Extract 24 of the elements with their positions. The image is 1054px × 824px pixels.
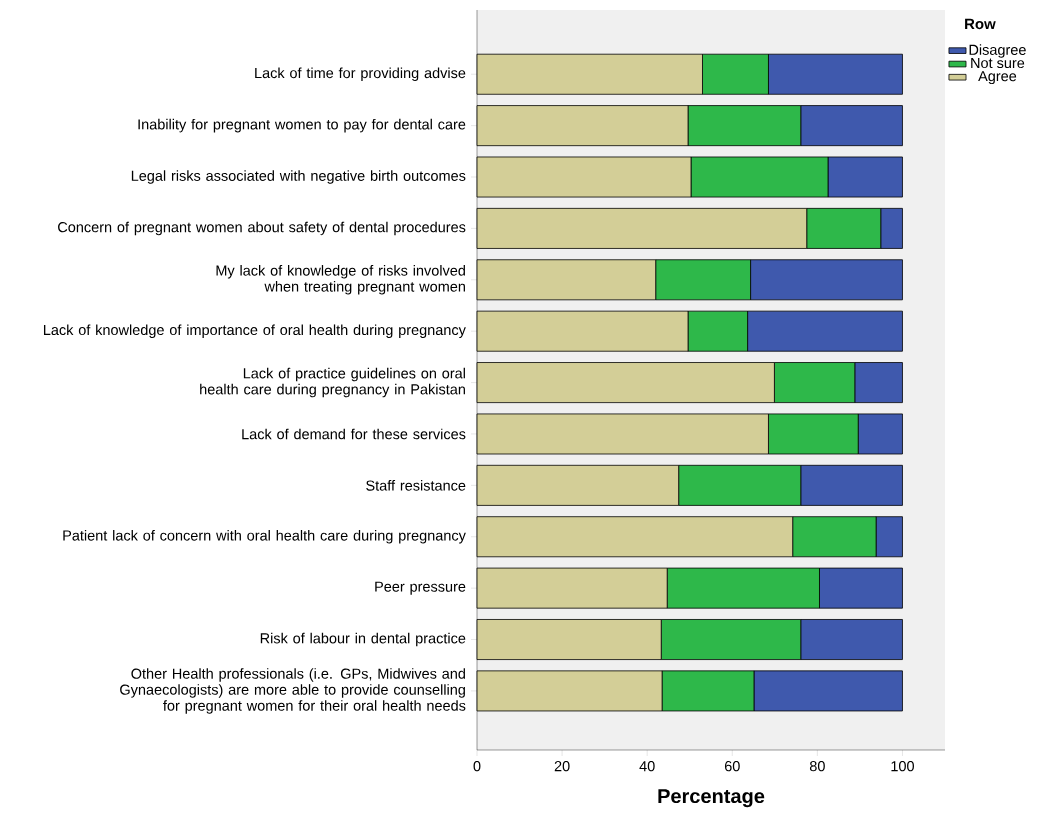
y-tick-label: Staff resistance [366, 480, 466, 491]
legend-label: Agree [978, 71, 1017, 85]
x-tick-label: 20 [554, 761, 570, 772]
y-tick-label: Other Health professionals (i.e. GPs, Midwives and Gynaecologists) are more able to provide counselling for pregnant women for their oral health needs [120, 668, 466, 714]
x-tick-label: 0 [473, 761, 481, 772]
legend-label: Not sure [971, 57, 1025, 69]
y-tick-label: Lack of practice guidelines on oral health care during pregnancy in Pakistan [200, 367, 465, 398]
x-tick-label: 40 [639, 761, 655, 772]
y-tick-label: My lack of knowledge of risks involved when treating pregnant women [216, 265, 465, 295]
x-axis-title: Percentage [658, 789, 765, 808]
x-tick-label: 80 [809, 761, 825, 772]
y-tick-label: Peer pressure [375, 581, 466, 595]
y-tick-label: Lack of demand for these services [242, 428, 466, 440]
y-tick-label: Inability for pregnant women to pay for dental care [138, 118, 466, 133]
y-tick-label: Lack of time for providing advise [255, 67, 466, 81]
legend-title: Row [965, 18, 996, 30]
x-tick-label: 100 [891, 761, 914, 772]
y-tick-label: Concern of pregnant women about safety of dental procedures [58, 221, 466, 236]
y-tick-label: Risk of labour in dental practice [260, 632, 466, 647]
x-tick-label: 60 [724, 761, 740, 772]
y-tick-label: Patient lack of concern with oral health care during pregnancy [63, 529, 466, 544]
y-tick-label: Lack of knowledge of importance of oral health during pregnancy [43, 324, 466, 338]
legend-label: Disagree [969, 44, 1026, 58]
y-tick-label: Legal risks associated with negative birth outcomes [131, 170, 466, 184]
